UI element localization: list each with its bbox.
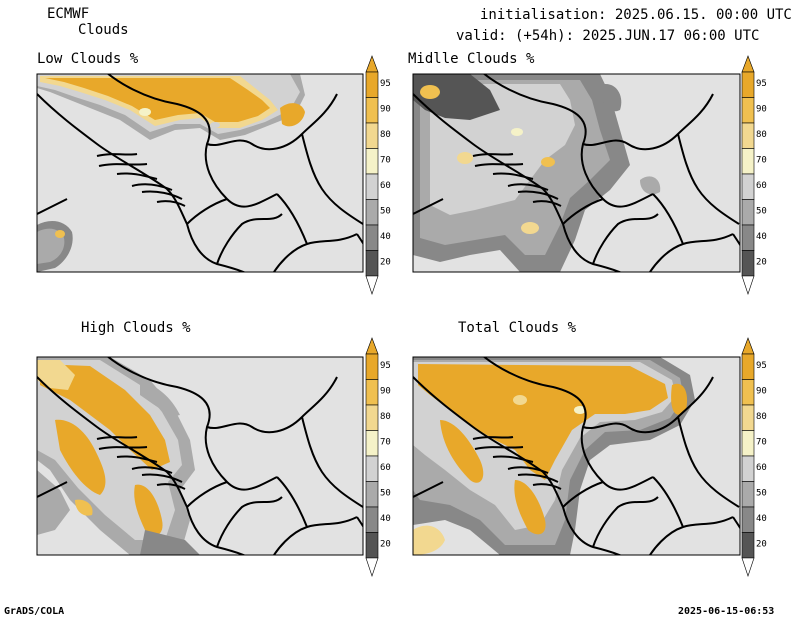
colorbar-segment: [365, 250, 379, 277]
colorbar-segment: [365, 506, 379, 533]
colorbar-bottom-arrow: [365, 275, 379, 295]
colorbar-label: 20: [756, 540, 767, 550]
colorbar-label: 80: [756, 412, 767, 422]
colorbar-label: 90: [380, 105, 391, 115]
colorbar-label: 40: [380, 514, 391, 524]
colorbar-bottom-arrow: [365, 557, 379, 577]
colorbar-top-arrow: [741, 55, 755, 73]
map-total-clouds: [412, 356, 741, 556]
colorbar-label: 70: [756, 438, 767, 448]
colorbar-label: 20: [756, 258, 767, 268]
colorbar-label: 70: [380, 156, 391, 166]
colorbar-low: 95 90 80 70 60 50 40 20: [365, 55, 391, 295]
colorbar-label: 80: [756, 130, 767, 140]
colorbar-label: 95: [756, 79, 767, 89]
colorbar-segment: [741, 250, 755, 277]
colorbar-segment: [741, 379, 755, 406]
colorbar-bottom-arrow: [741, 275, 755, 295]
colorbar-segment: [741, 506, 755, 533]
colorbar-label: 95: [380, 361, 391, 371]
colorbar-segment: [741, 148, 755, 175]
colorbar-label: 40: [756, 514, 767, 524]
colorbar-label: 50: [756, 489, 767, 499]
product-label: Clouds: [78, 22, 129, 38]
colorbar-segment: [365, 97, 379, 124]
colorbar-segment: [365, 224, 379, 251]
colorbar-segment: [741, 430, 755, 457]
colorbar-label: 95: [380, 79, 391, 89]
colorbar-segment: [741, 455, 755, 482]
colorbar-segment: [365, 148, 379, 175]
colorbar-middle: 95 90 80 70 60 50 40 20: [741, 55, 767, 295]
colorbar-segment: [365, 122, 379, 149]
colorbar-segment: [741, 532, 755, 559]
colorbar-segment: [741, 97, 755, 124]
colorbar-label: 60: [756, 463, 767, 473]
colorbar-segment: [365, 532, 379, 559]
footer-right: 2025-06-15-06:53: [678, 606, 775, 617]
map-low-clouds: [36, 73, 364, 273]
colorbar-segment: [741, 224, 755, 251]
panel-title-low: Low Clouds %: [37, 51, 139, 67]
colorbar-label: 40: [756, 232, 767, 242]
colorbar-segment: [365, 379, 379, 406]
colorbar-label: 90: [756, 387, 767, 397]
colorbar-segment: [741, 481, 755, 508]
map-high-clouds: [36, 356, 364, 556]
colorbar-segment: [365, 173, 379, 200]
colorbar-top-arrow: [365, 55, 379, 73]
initialisation-label: initialisation: 2025.06.15. 00:00 UTC: [480, 7, 792, 23]
colorbar-label: 80: [380, 130, 391, 140]
colorbar-segment: [365, 199, 379, 226]
colorbar-label: 20: [380, 540, 391, 550]
colorbar-segment: [365, 404, 379, 431]
panel-title-total: Total Clouds %: [458, 320, 577, 336]
colorbar-label: 95: [756, 361, 767, 371]
valid-label: valid: (+54h): 2025.JUN.17 06:00 UTC: [456, 28, 760, 44]
footer-left: GrADS/COLA: [4, 606, 65, 617]
colorbar-label: 50: [756, 207, 767, 217]
colorbar-segment: [741, 122, 755, 149]
colorbar-label: 90: [380, 387, 391, 397]
colorbar-label: 50: [380, 207, 391, 217]
colorbar-segment: [741, 173, 755, 200]
colorbar-label: 20: [380, 258, 391, 268]
colorbar-segment: [365, 455, 379, 482]
colorbar-bottom-arrow: [741, 557, 755, 577]
colorbar-segment: [741, 199, 755, 226]
colorbar-label: 60: [756, 181, 767, 191]
colorbar-label: 60: [380, 181, 391, 191]
colorbar-high: 95 90 80 70 60 50 40 20: [365, 337, 391, 577]
colorbar-label: 70: [380, 438, 391, 448]
colorbar-top-arrow: [365, 337, 379, 355]
colorbar-total: 95 90 80 70 60 50 40 20: [741, 337, 767, 577]
panel-title-high: High Clouds %: [81, 320, 191, 336]
colorbar-label: 60: [380, 463, 391, 473]
colorbar-segment: [741, 71, 755, 98]
colorbar-label: 70: [756, 156, 767, 166]
colorbar-label: 50: [380, 489, 391, 499]
colorbar-segment: [365, 353, 379, 380]
panel-title-middle: Midlle Clouds %: [408, 51, 535, 67]
colorbar-top-arrow: [741, 337, 755, 355]
colorbar-label: 90: [756, 105, 767, 115]
colorbar-segment: [365, 71, 379, 98]
colorbar-segment: [365, 430, 379, 457]
colorbar-segment: [365, 481, 379, 508]
colorbar-segment: [741, 404, 755, 431]
colorbar-label: 80: [380, 412, 391, 422]
map-middle-clouds: [412, 73, 741, 273]
colorbar-label: 40: [380, 232, 391, 242]
colorbar-segment: [741, 353, 755, 380]
model-label: ECMWF: [47, 6, 90, 22]
